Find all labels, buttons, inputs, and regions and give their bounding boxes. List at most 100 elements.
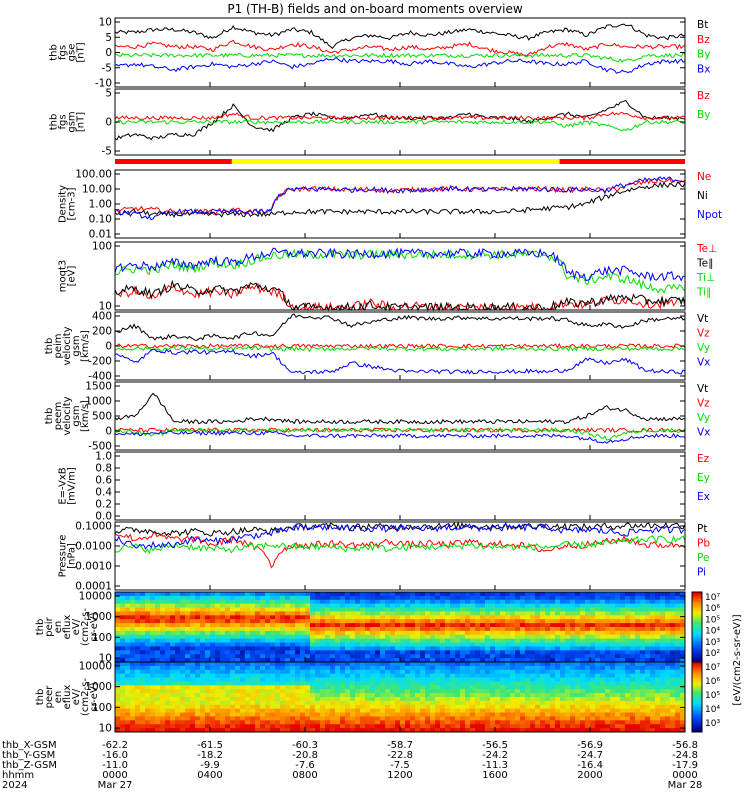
spectrogram-cell bbox=[380, 669, 386, 675]
spectrogram-cell bbox=[295, 681, 301, 686]
spectrogram-cell bbox=[245, 646, 251, 651]
spectrogram-cell bbox=[595, 599, 601, 605]
spectrogram-cell bbox=[215, 654, 221, 659]
spectrogram-cell bbox=[345, 677, 351, 682]
spectrogram-cell bbox=[245, 623, 251, 628]
spectrogram-cell bbox=[655, 669, 661, 675]
spectrogram-cell bbox=[430, 634, 436, 640]
spectrogram-cell bbox=[460, 658, 466, 663]
legend-entry: Vy bbox=[697, 342, 710, 354]
spectrogram-cell bbox=[575, 592, 581, 597]
x-axis-value: 1600 bbox=[482, 770, 507, 781]
spectrogram-cell bbox=[560, 623, 566, 628]
spectrogram-cell bbox=[345, 665, 351, 671]
spectrogram-cell bbox=[395, 627, 401, 632]
spectrogram-cell bbox=[655, 654, 661, 659]
spectrogram-cell bbox=[175, 677, 181, 682]
spectrogram-cell bbox=[315, 716, 321, 721]
spectrogram-cell bbox=[595, 704, 601, 710]
spectrogram-cell bbox=[395, 619, 401, 624]
spectrogram-cell bbox=[400, 697, 406, 702]
spectrogram-cell bbox=[195, 592, 201, 597]
colorbar-segment bbox=[692, 673, 702, 677]
spectrogram-cell bbox=[500, 611, 506, 616]
y-axis-label: [nT] bbox=[76, 42, 87, 62]
spectrogram-cell bbox=[255, 619, 261, 624]
spectrogram-cell bbox=[635, 716, 641, 721]
spectrogram-cell bbox=[190, 603, 196, 608]
spectrogram-cell bbox=[505, 689, 511, 694]
spectrogram-cell bbox=[305, 650, 311, 655]
spectrogram-cell bbox=[635, 619, 641, 624]
spectrogram-cell bbox=[460, 689, 466, 694]
spectrogram-cell bbox=[595, 685, 601, 690]
spectrogram-cell bbox=[450, 646, 456, 651]
spectrogram-cell bbox=[240, 673, 246, 678]
spectrogram-cell bbox=[465, 693, 471, 698]
spectrogram-cell bbox=[165, 665, 171, 671]
spectrogram-cell bbox=[635, 693, 641, 698]
spectrogram-cell bbox=[145, 658, 151, 663]
spectrogram-cell bbox=[270, 642, 276, 647]
spectrogram-cell bbox=[285, 646, 291, 651]
spectrogram-cell bbox=[275, 720, 281, 725]
spectrogram-cell bbox=[350, 611, 356, 616]
spectrogram-cell bbox=[655, 673, 661, 678]
spectrogram-cell bbox=[240, 658, 246, 663]
spectrogram-cell bbox=[295, 592, 301, 597]
spectrogram-cell bbox=[415, 646, 421, 651]
spectrogram-cell bbox=[535, 654, 541, 659]
spectrogram-cell bbox=[140, 595, 146, 601]
spectrogram-cell bbox=[610, 665, 616, 671]
spectrogram-cell bbox=[320, 592, 326, 597]
spectrogram-cell bbox=[580, 669, 586, 675]
spectrogram-cell bbox=[180, 697, 186, 702]
spectrogram-cell bbox=[630, 673, 636, 678]
spectrogram-cell bbox=[290, 728, 296, 733]
spectrogram-cell bbox=[230, 650, 236, 655]
spectrogram-cell bbox=[400, 642, 406, 647]
spectrogram-cell bbox=[220, 592, 226, 597]
spectrogram-cell bbox=[475, 685, 481, 690]
spectrogram-cell bbox=[405, 693, 411, 698]
spectrogram-cell bbox=[640, 603, 646, 608]
spectrogram-cell bbox=[655, 592, 661, 597]
spectrogram-cell bbox=[425, 662, 431, 667]
spectrogram-cell bbox=[115, 708, 121, 713]
spectrogram-cell bbox=[675, 627, 681, 632]
spectrogram-cell bbox=[680, 623, 686, 628]
spectrogram-cell bbox=[615, 689, 621, 694]
legend-entry: Ez bbox=[697, 453, 710, 465]
spectrogram-cell bbox=[585, 716, 591, 721]
spectrogram-cell bbox=[630, 689, 636, 694]
legend-entry: Vx bbox=[697, 357, 710, 369]
colorbar-segment bbox=[692, 613, 702, 616]
spectrogram-cell bbox=[465, 724, 471, 729]
spectrogram-cell bbox=[400, 603, 406, 608]
spectrogram-cell bbox=[265, 627, 271, 632]
spectrogram-cell bbox=[225, 611, 231, 616]
spectrogram-cell bbox=[520, 654, 526, 659]
spectrogram-cell bbox=[190, 662, 196, 667]
spectrogram-cell bbox=[675, 650, 681, 655]
y-axis-label: [mV/m] bbox=[67, 467, 78, 505]
spectrogram-cell bbox=[210, 716, 216, 721]
spectrogram-cell bbox=[315, 704, 321, 710]
spectrogram-cell bbox=[245, 693, 251, 698]
spectrogram-cell bbox=[150, 603, 156, 608]
spectrogram-cell bbox=[330, 689, 336, 694]
spectrogram-cell bbox=[625, 673, 631, 678]
spectrogram-cell bbox=[415, 681, 421, 686]
spectrogram-cell bbox=[460, 724, 466, 729]
spectrogram-cell bbox=[155, 650, 161, 655]
colorbar-tick-label: 10³ bbox=[705, 638, 720, 648]
spectrogram-cell bbox=[450, 724, 456, 729]
spectrogram-cell bbox=[495, 677, 501, 682]
spectrogram-cell bbox=[165, 654, 171, 659]
spectrogram-cell bbox=[575, 716, 581, 721]
spectrogram-cell bbox=[385, 642, 391, 647]
legend-entry: Te∥ bbox=[696, 258, 713, 270]
spectrogram-cell bbox=[510, 662, 516, 667]
spectrogram-cell bbox=[435, 595, 441, 601]
spectrogram-cell bbox=[345, 708, 351, 713]
